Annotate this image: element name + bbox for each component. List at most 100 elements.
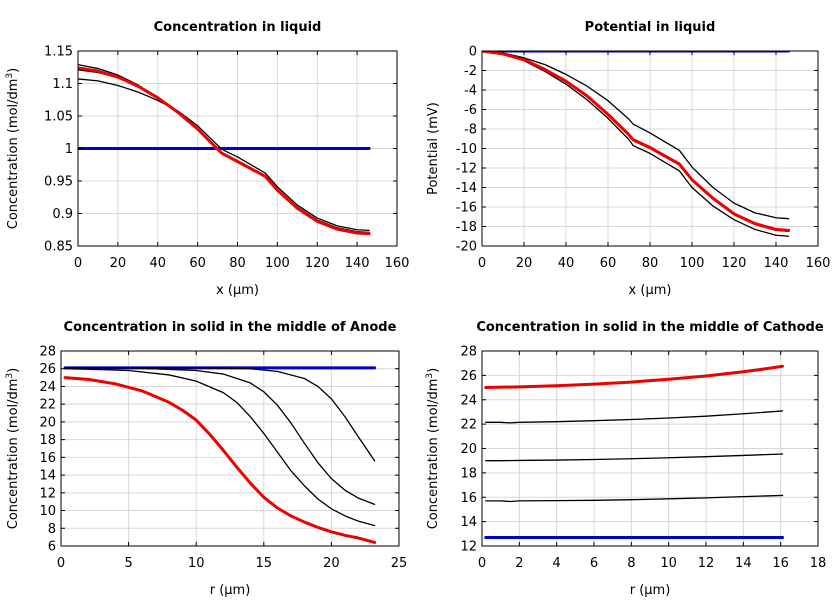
y-tick-label: -20 <box>456 240 477 255</box>
y-tick-label: 6 <box>48 540 56 555</box>
series-line-t3 <box>78 69 370 235</box>
y-tick-label: 28 <box>460 345 477 360</box>
y-tick-label: -8 <box>464 123 477 138</box>
x-tick-label: 160 <box>385 256 410 271</box>
x-tick-label: 120 <box>722 256 747 271</box>
x-tick-label: 20 <box>323 556 340 571</box>
y-tick-label: -16 <box>456 201 477 216</box>
x-tick-label: 6 <box>590 556 598 571</box>
y-tick-label: 1.05 <box>44 110 73 125</box>
series-line-t1 <box>482 51 790 220</box>
series-line-t1 <box>64 367 376 462</box>
chart-title: Potential in liquid <box>585 20 716 35</box>
series-line-final <box>482 51 791 232</box>
y-tick-label: 18 <box>39 433 56 448</box>
y-tick-label: 12 <box>39 486 56 501</box>
y-tick-label: 0 <box>469 45 477 60</box>
x-axis-label: x (µm) <box>216 283 259 298</box>
x-axis-label: r (µm) <box>630 583 671 598</box>
x-tick-label: 120 <box>305 256 330 271</box>
y-tick-label: 28 <box>39 345 56 360</box>
x-tick-label: 2 <box>515 556 523 571</box>
plot-frame <box>60 350 400 547</box>
chart-title: Concentration in liquid <box>154 20 322 35</box>
chart-title: Concentration in solid in the middle of … <box>476 320 824 335</box>
x-tick-label: 20 <box>110 256 127 271</box>
x-tick-label: 80 <box>642 256 659 271</box>
x-tick-label: 0 <box>74 256 82 271</box>
y-tick-label: 8 <box>48 522 56 537</box>
x-tick-label: 0 <box>57 556 65 571</box>
x-tick-label: 160 <box>806 256 831 271</box>
x-tick-label: 4 <box>553 556 561 571</box>
chart-3: 0 5 10 15 20 25 6 8 10 12 14 16 18 20 22 24 26 28 Concentr… <box>5 320 407 598</box>
series-line-t2 <box>485 453 784 462</box>
y-tick-label: 1.1 <box>52 77 73 92</box>
x-tick-label: 80 <box>229 256 246 271</box>
series-line-t3 <box>64 368 376 527</box>
series-line-t3 <box>485 410 784 424</box>
y-tick-label: -18 <box>456 220 477 235</box>
y-tick-label: 24 <box>39 380 56 395</box>
series-group <box>78 64 371 236</box>
y-tick-label: 18 <box>460 466 477 481</box>
y-tick-label: -12 <box>456 162 477 177</box>
chart-title: Concentration in solid in the middle of … <box>64 320 397 335</box>
x-tick-label: 40 <box>149 256 166 271</box>
x-tick-label: 14 <box>735 556 752 571</box>
x-tick-label: 100 <box>680 256 705 271</box>
x-tick-label: 12 <box>698 556 715 571</box>
x-tick-label: 140 <box>764 256 789 271</box>
series-line-final <box>484 364 785 390</box>
y-tick-label: 1.15 <box>44 45 73 60</box>
x-tick-label: 16 <box>772 556 789 571</box>
y-tick-label: 20 <box>460 442 477 457</box>
series-group <box>63 366 377 544</box>
x-tick-label: 15 <box>256 556 273 571</box>
x-tick-label: 5 <box>124 556 132 571</box>
series-line-t1 <box>78 78 370 232</box>
y-tick-label: -10 <box>456 142 477 157</box>
y-tick-label: -2 <box>464 64 477 79</box>
y-tick-label: 0.95 <box>44 175 73 190</box>
y-tick-label: 0.9 <box>52 207 73 222</box>
y-tick-label: -4 <box>464 84 477 99</box>
y-tick-label: 26 <box>39 362 56 377</box>
y-tick-label: -14 <box>456 181 477 196</box>
y-tick-label: 20 <box>39 415 56 430</box>
chart-1: 0 20 40 60 80 100 120 140 160 0.85 0.9 0.95 1 1.05 1.1… <box>5 20 409 298</box>
y-tick-label: 14 <box>460 515 477 530</box>
x-tick-label: 40 <box>558 256 575 271</box>
series-group <box>484 364 785 539</box>
x-tick-label: 10 <box>660 556 677 571</box>
y-tick-label: 1 <box>65 142 73 157</box>
y-tick-label: 22 <box>39 398 56 413</box>
chart-2: 0 20 40 60 80 100 120 140 160 0 -2 -4 -6 -8 -10 -12 -14 -… <box>426 20 830 298</box>
series-line-final <box>63 376 377 544</box>
x-tick-label: 25 <box>391 556 408 571</box>
x-tick-label: 140 <box>345 256 370 271</box>
y-tick-label: 24 <box>460 393 477 408</box>
y-tick-label: 22 <box>460 418 477 433</box>
x-tick-label: 20 <box>516 256 533 271</box>
x-axis-label: x (µm) <box>629 283 672 298</box>
y-tick-label: -6 <box>464 103 477 118</box>
x-tick-label: 8 <box>627 556 635 571</box>
y-axis-label: Concentration (mol/dm3) <box>5 368 21 530</box>
series-line-final <box>78 66 371 236</box>
y-tick-label: 16 <box>460 491 477 506</box>
series-line-t1 <box>485 494 784 503</box>
series-line-t2 <box>64 367 376 505</box>
y-tick-label: 12 <box>460 540 477 555</box>
x-tick-label: 100 <box>265 256 290 271</box>
series-line-t2 <box>482 51 790 237</box>
x-tick-label: 60 <box>600 256 617 271</box>
y-tick-label: 10 <box>39 504 56 519</box>
y-axis-label: Potential (mV) <box>426 102 441 195</box>
y-tick-label: 16 <box>39 451 56 466</box>
x-tick-label: 18 <box>810 556 827 571</box>
y-axis-label: Concentration (mol/dm3) <box>425 368 441 530</box>
x-tick-label: 0 <box>478 256 486 271</box>
series-group <box>482 51 791 237</box>
